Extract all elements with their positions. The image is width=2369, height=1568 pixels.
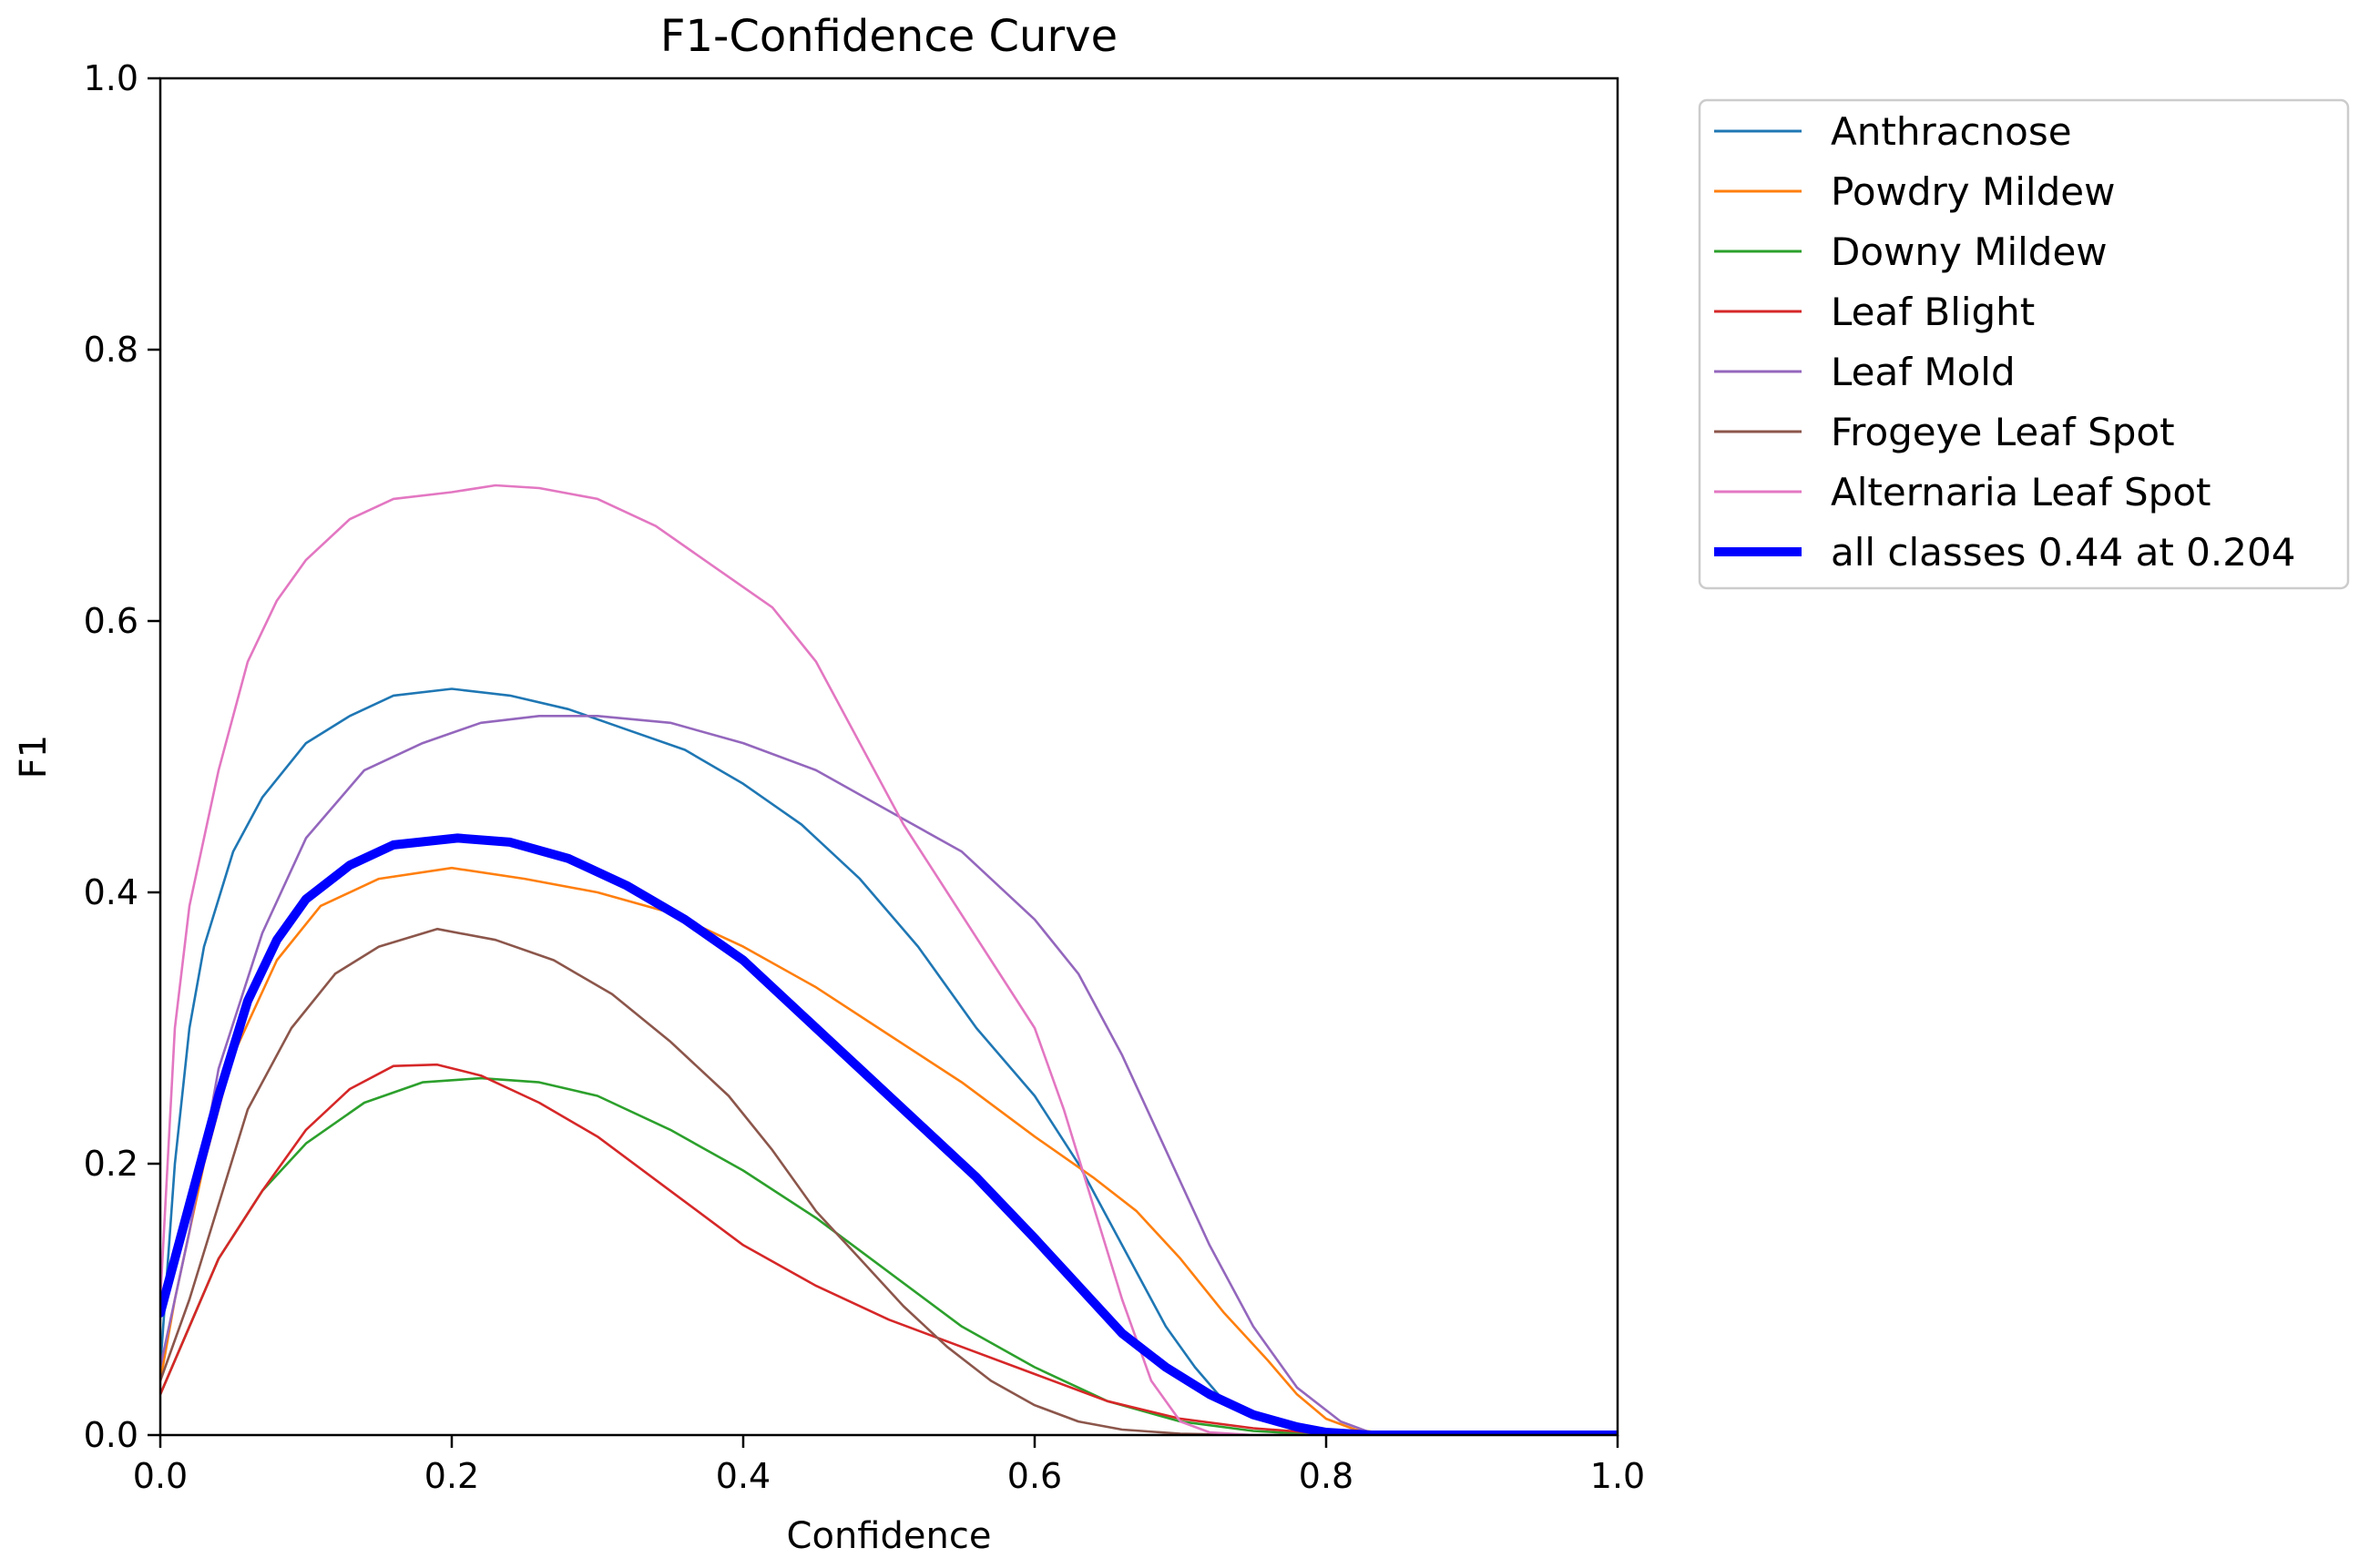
y-tick-label: 1.0 xyxy=(84,58,138,98)
series-line-downy-mildew xyxy=(160,1076,1618,1435)
legend-label-anthracnose: Anthracnose xyxy=(1831,109,2072,154)
x-axis-title: Confidence xyxy=(787,1515,992,1557)
legend-label-powdry-mildew: Powdry Mildew xyxy=(1831,169,2115,214)
x-tick-label: 0.8 xyxy=(1299,1456,1353,1496)
chart-title: F1-Confidence Curve xyxy=(660,11,1118,62)
series-line-alternaria-leaf-spot xyxy=(160,484,1618,1435)
legend-label-leaf-mold: Leaf Mold xyxy=(1831,350,2016,394)
x-tick-label: 0.6 xyxy=(1007,1456,1062,1496)
series-line-anthracnose xyxy=(160,687,1618,1435)
series-line-all-classes-0-44-at-0-204 xyxy=(160,833,1618,1435)
y-tick-label: 0.4 xyxy=(84,872,138,912)
series-line-powdry-mildew xyxy=(160,866,1618,1435)
plot-frame xyxy=(158,76,1619,1437)
legend-label-frogeye-leaf-spot: Frogeye Leaf Spot xyxy=(1831,410,2175,454)
series-layer xyxy=(160,484,1618,1435)
legend: Anthracnose Powdry Mildew Downy Mildew Leaf… xyxy=(1698,98,2350,590)
series-line-leaf-mold xyxy=(160,714,1618,1435)
series-line-frogeye-leaf-spot xyxy=(160,927,1618,1435)
y-tick-label: 0.8 xyxy=(84,330,138,370)
y-axis-title: F1 xyxy=(13,735,55,779)
x-axis: 0.0 0.2 0.4 0.6 0.8 1.0 xyxy=(133,1435,1645,1496)
legend-label-downy-mildew: Downy Mildew xyxy=(1831,229,2108,274)
y-tick-label: 0.2 xyxy=(84,1144,138,1184)
y-tick-label: 0.6 xyxy=(84,601,138,641)
series-line-leaf-blight xyxy=(160,1063,1618,1435)
x-tick-label: 0.2 xyxy=(424,1456,479,1496)
x-tick-label: 1.0 xyxy=(1590,1456,1645,1496)
x-tick-label: 0.4 xyxy=(716,1456,771,1496)
x-tick-label: 0.0 xyxy=(133,1456,188,1496)
legend-label-alternaria-leaf-spot: Alternaria Leaf Spot xyxy=(1831,470,2211,514)
y-tick-label: 0.0 xyxy=(84,1415,138,1455)
legend-box xyxy=(1698,98,2350,590)
y-axis: 0.0 0.2 0.4 0.6 0.8 1.0 xyxy=(84,58,160,1455)
legend-label-leaf-blight: Leaf Blight xyxy=(1831,290,2035,334)
legend-label-all-classes-0-44-at-0-204: all classes 0.44 at 0.204 xyxy=(1831,530,2295,575)
